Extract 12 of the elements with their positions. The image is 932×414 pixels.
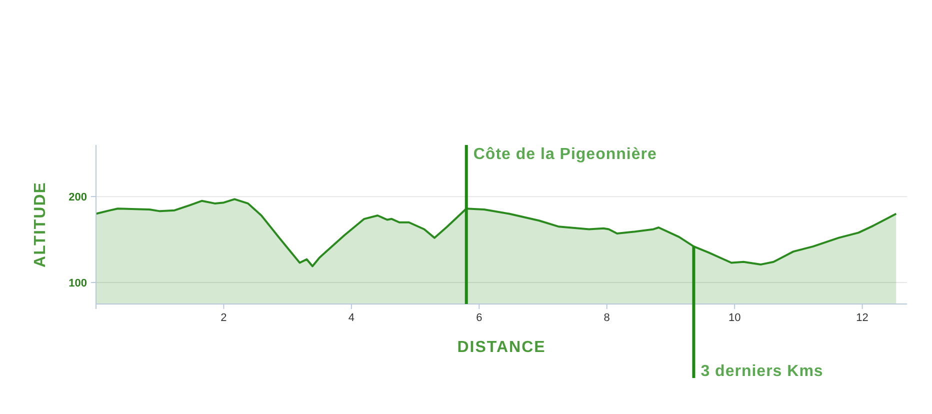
x-tick-label: 12 xyxy=(856,312,868,324)
y-tick-label: 100 xyxy=(68,278,87,290)
x-tick-label: 6 xyxy=(476,312,482,324)
x-tick-label: 8 xyxy=(604,312,610,324)
ref-line-label: Côte de la Pigeonnière xyxy=(473,146,657,163)
y-tick-label: 200 xyxy=(68,192,87,204)
x-tick-label: 10 xyxy=(728,312,741,324)
x-tick-label: 2 xyxy=(220,312,227,324)
x-axis-title: DISTANCE xyxy=(457,339,546,356)
y-axis-title: ALTITUDE xyxy=(32,182,49,268)
x-tick-label: 4 xyxy=(348,312,354,324)
ref-line-label: 3 derniers Kms xyxy=(700,363,824,380)
